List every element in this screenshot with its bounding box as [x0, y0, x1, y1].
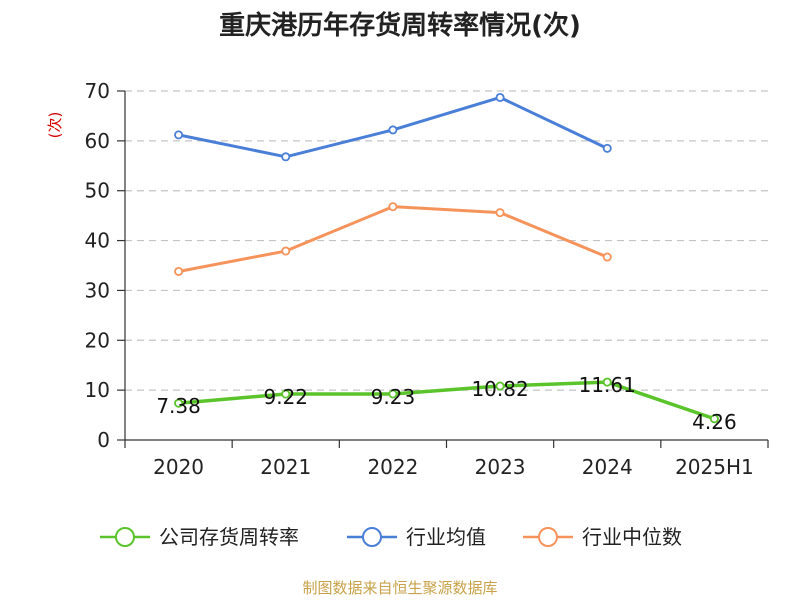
data-point — [495, 92, 505, 102]
legend-label: 行业中位数 — [582, 525, 682, 549]
y-tick-label: 60 — [85, 129, 110, 153]
data-point — [281, 246, 291, 256]
x-tick-label: 2024 — [582, 455, 633, 479]
data-point — [174, 266, 184, 276]
chart-title: 重庆港历年存货周转率情况(次) — [219, 10, 581, 41]
x-tick-label: 2023 — [475, 455, 526, 479]
data-point — [602, 143, 612, 153]
data-point — [281, 389, 291, 399]
legend-marker — [362, 527, 382, 547]
y-tick-label: 20 — [85, 328, 110, 352]
data-label: 9.23 — [371, 385, 416, 409]
data-point — [709, 414, 719, 424]
data-point — [602, 377, 612, 387]
data-point — [602, 252, 612, 262]
data-point — [174, 398, 184, 408]
data-point — [388, 389, 398, 399]
legend-label: 公司存货周转率 — [159, 525, 299, 549]
data-label: 4.26 — [692, 410, 737, 434]
y-tick-label: 50 — [85, 179, 110, 203]
data-label: 10.82 — [471, 377, 528, 401]
data-label: 9.22 — [263, 385, 308, 409]
x-tick-label: 2022 — [367, 455, 418, 479]
series-line — [177, 205, 609, 273]
grid-lines — [125, 90, 768, 391]
x-tick-label: 2020 — [153, 455, 204, 479]
legend: 公司存货周转率 行业均值 行业中位数 — [100, 525, 682, 549]
data-point — [495, 208, 505, 218]
y-axis-unit-label: (次) — [46, 112, 64, 139]
data-point — [281, 152, 291, 162]
x-tick-label: 2025H1 — [675, 455, 754, 479]
data-point — [388, 202, 398, 212]
data-label: 7.38 — [156, 394, 201, 418]
legend-marker — [538, 527, 558, 547]
source-note: 制图数据来自恒生聚源数据库 — [302, 579, 497, 597]
legend-label: 行业均值 — [406, 525, 486, 549]
y-tick-label: 30 — [85, 278, 110, 302]
data-point — [495, 381, 505, 391]
x-tick-label: 2021 — [260, 455, 311, 479]
series-lines — [174, 92, 719, 424]
y-tick-label: 40 — [85, 229, 110, 253]
y-tick-label: 0 — [97, 428, 110, 452]
data-point — [174, 130, 184, 140]
data-labels: 7.38 9.22 9.23 10.82 11.61 4.26 — [156, 373, 736, 434]
data-point — [388, 125, 398, 135]
axes: 0 10 20 30 40 50 60 70 2020 2021 2022 2023 2024 2025H… — [85, 79, 769, 479]
legend-marker — [115, 527, 135, 547]
series-line — [176, 380, 717, 421]
y-tick-label: 70 — [85, 79, 110, 103]
data-label: 11.61 — [579, 373, 636, 397]
y-tick-label: 10 — [85, 378, 110, 402]
